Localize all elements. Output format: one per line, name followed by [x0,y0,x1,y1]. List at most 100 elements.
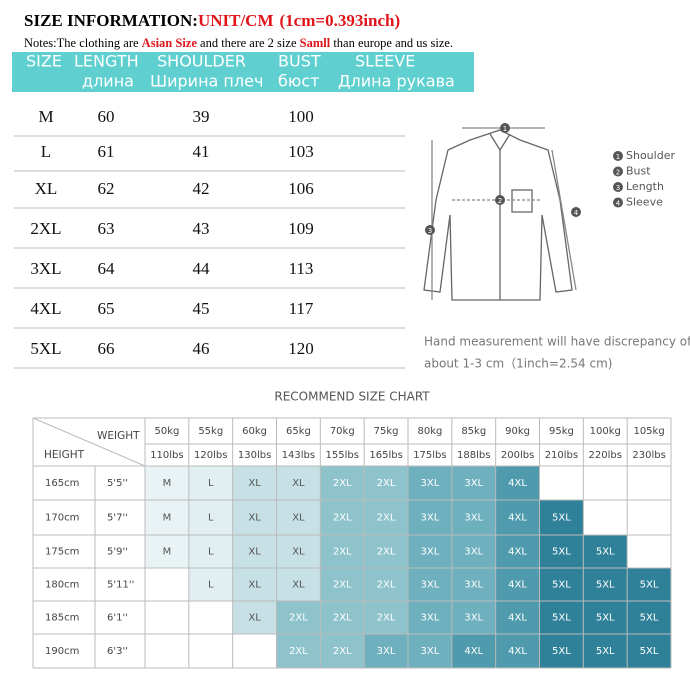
marker-number: 1 [503,125,507,133]
size-cell-bg [495,634,540,668]
size-cell: 5XL [640,646,659,657]
size-cell-bg [495,601,540,634]
size-cell: 3XL [421,580,440,591]
size-cell: L [208,547,214,558]
column-header: SLEEVE [355,52,415,71]
size-cell: 61 [98,142,115,161]
size-cell-bg [364,634,408,668]
size-cell: 2XL [377,580,396,591]
size-cell: XL [248,580,261,591]
size-cell: 42 [193,179,210,198]
title: SIZE INFORMATION:UNIT/CM (1cm=0.393inch) [24,11,400,30]
size-cell: 5XL [552,513,571,524]
column-header-ru: Длина рукава [338,72,455,91]
size-cell-bg [583,601,628,634]
size-cell-bg [539,568,584,601]
size-cell: XL [292,547,305,558]
marker-circle [495,195,505,205]
weight-label: WEIGHT [97,430,140,442]
size-cell: 3XL [464,613,483,624]
size-cell-bg [364,601,408,634]
weight-lbs: 210lbs [545,450,578,461]
weight-kg: 70kg [330,426,355,437]
weight-kg: 50kg [154,426,179,437]
size-cell-bg [408,535,452,568]
size-cell: 5XL [552,580,571,591]
weight-kg: 95kg [549,426,574,437]
height-ft: 6'1'' [107,613,128,624]
size-cell: L [208,580,214,591]
legend-number: 2 [616,169,620,177]
weight-lbs: 120lbs [194,450,227,461]
weight-lbs: 143lbs [282,450,315,461]
size-cell: XL [292,478,305,489]
height-cm: 170cm [45,513,79,524]
size-cell-bg [320,535,365,568]
size-cell-bg [583,466,628,500]
size-cell-bg [232,634,277,668]
height-cm: 165cm [45,478,79,489]
size-cell: 2XL [333,478,352,489]
size-cell: 120 [288,339,314,358]
size-cell-bg [583,634,628,668]
size-cell: L [41,142,51,161]
size-cell: 2XL [333,547,352,558]
notes-part: and there are 2 size [197,36,300,50]
weight-lbs: 165lbs [369,450,402,461]
legend-number: 4 [616,200,621,208]
weight-kg: 65kg [286,426,311,437]
size-cell-bg [145,466,189,500]
size-cell-bg [188,500,233,535]
header-banner [12,52,474,92]
size-cell: M [38,107,53,126]
height-label: HEIGHT [44,449,85,461]
size-cell: 2XL [333,580,352,591]
size-cell: 100 [288,107,314,126]
weight-kg: 80kg [417,426,442,437]
size-cell-bg [320,634,365,668]
weight-kg: 90kg [505,426,530,437]
column-header: LENGTH [74,52,139,71]
marker-circle [571,207,581,217]
size-cell: 4XL [30,299,61,318]
size-cell-bg [539,466,584,500]
size-cell: 5XL [30,339,61,358]
size-cell: 3XL [464,580,483,591]
height-cm: 175cm [45,547,79,558]
size-cell-bg [451,568,496,601]
size-cell: 5XL [596,613,615,624]
legend-circle [613,197,623,208]
size-cell: 5XL [552,547,571,558]
size-cell: 65 [98,299,115,318]
size-cell: XL [292,580,305,591]
size-cell-bg [451,634,496,668]
size-cell: 103 [288,142,314,161]
size-cell-bg [539,601,584,634]
size-cell: 4XL [508,613,527,624]
legend-label: Shoulder [626,149,675,162]
size-cell-bg [320,568,365,601]
size-cell: 64 [98,259,116,278]
size-cell: 63 [98,219,115,238]
size-cell: 4XL [508,547,527,558]
size-cell-bg [408,601,452,634]
column-header-ru: Ширина плеч [150,72,263,91]
size-cell: XL [292,513,305,524]
recommend-title: RECOMMEND SIZE CHART [274,390,430,404]
height-ft: 6'3'' [107,646,128,657]
marker-circle [425,225,435,235]
notes-part: Samll [300,36,331,50]
weight-kg: 105kg [633,426,664,437]
size-cell: 5XL [640,580,659,591]
size-cell: 2XL [289,613,308,624]
legend-label: Length [626,180,664,193]
weight-kg: 60kg [242,426,267,437]
weight-lbs: 110lbs [150,450,183,461]
size-cell: 2XL [333,613,352,624]
size-cell: 46 [193,339,210,358]
size-cell: 2XL [289,646,308,657]
size-cell-bg [145,535,189,568]
size-cell-bg [145,601,189,634]
size-cell-bg [539,500,584,535]
